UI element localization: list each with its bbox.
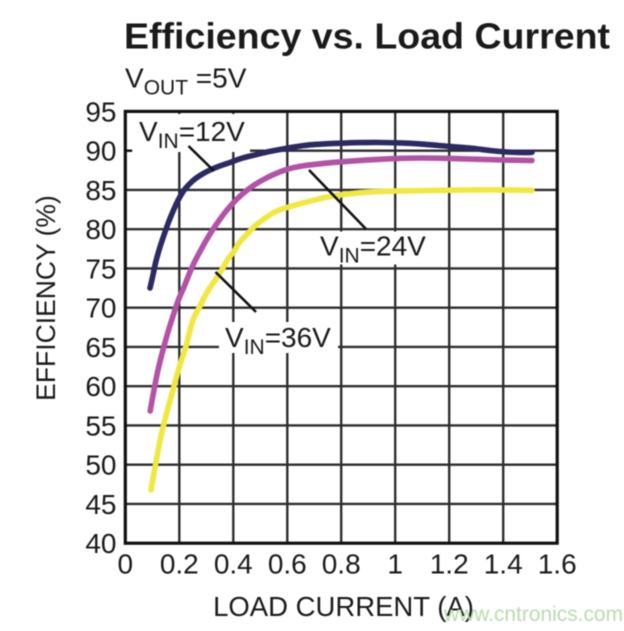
svg-text:60: 60 [85,371,116,402]
svg-text:85: 85 [85,175,116,206]
svg-text:0.8: 0.8 [322,549,361,580]
svg-text:55: 55 [85,410,116,441]
svg-text:1.6: 1.6 [538,549,577,580]
svg-text:95: 95 [85,96,116,127]
svg-text:EFFICIENCY (%): EFFICIENCY (%) [31,195,61,401]
svg-text:www.cntronics.com: www.cntronics.com [443,602,623,626]
svg-text:70: 70 [85,293,116,324]
svg-text:Efficiency vs. Load Current: Efficiency vs. Load Current [124,16,610,57]
svg-text:VIN=36V: VIN=36V [225,322,331,359]
svg-text:1.2: 1.2 [430,549,469,580]
svg-text:75: 75 [85,253,116,284]
svg-text:40: 40 [85,528,116,559]
svg-text:80: 80 [85,214,116,245]
svg-text:VIN=12V: VIN=12V [139,116,245,153]
svg-text:1: 1 [387,549,403,580]
svg-text:45: 45 [85,489,116,520]
svg-text:65: 65 [85,332,116,363]
svg-text:LOAD CURRENT (A): LOAD CURRENT (A) [213,591,474,622]
svg-text:1.4: 1.4 [484,549,523,580]
svg-text:50: 50 [85,450,116,481]
svg-text:VOUT =5V: VOUT =5V [125,63,247,100]
svg-text:0.2: 0.2 [160,549,199,580]
svg-text:VIN=24V: VIN=24V [320,231,426,268]
svg-text:0: 0 [118,549,134,580]
svg-text:0.4: 0.4 [214,549,253,580]
svg-text:90: 90 [85,136,116,167]
svg-text:0.6: 0.6 [268,549,307,580]
